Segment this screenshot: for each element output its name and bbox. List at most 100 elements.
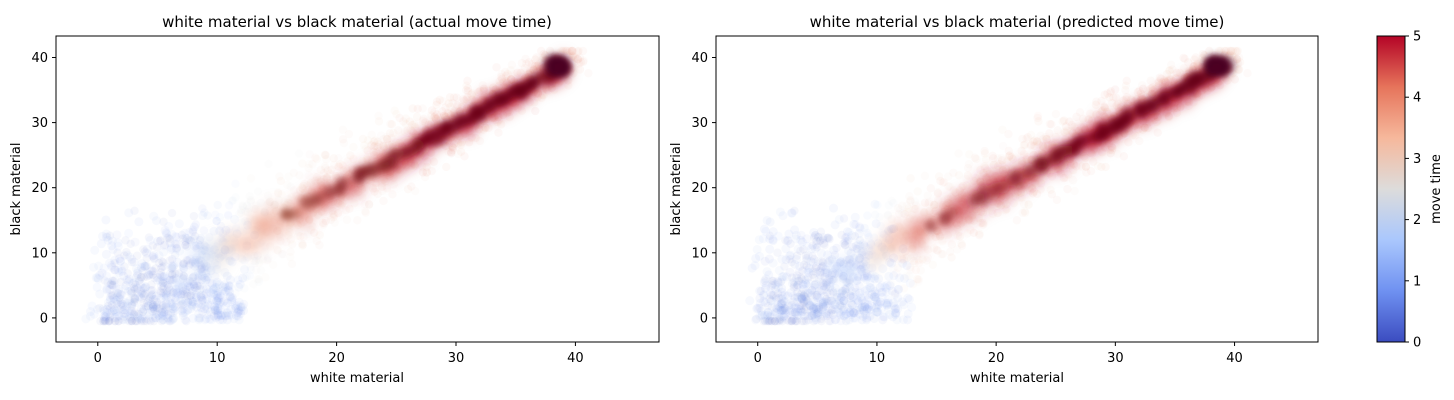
scatter-point — [216, 291, 225, 301]
scatter-point — [111, 316, 120, 326]
scatter-point — [862, 271, 872, 281]
scatter-point — [760, 315, 770, 325]
scatter-point — [175, 246, 185, 256]
scatter-point — [923, 253, 933, 263]
scatter-point — [158, 279, 168, 288]
scatter-point — [334, 161, 343, 171]
scatter-point — [172, 257, 182, 267]
scatter-point — [759, 289, 769, 299]
scatter-point — [845, 293, 855, 303]
scatter-point — [256, 266, 266, 275]
scatter-point — [162, 290, 172, 300]
scatter-point — [107, 241, 117, 251]
scatter-point — [156, 293, 166, 303]
scatter-point — [838, 286, 847, 296]
scatter-point — [212, 277, 222, 287]
scatter-point — [808, 252, 817, 261]
scatter-point — [861, 268, 871, 278]
scatter-point — [189, 299, 199, 309]
scatter-point — [210, 301, 220, 311]
scatter-point — [857, 267, 867, 276]
x-tick-label: 0 — [754, 351, 762, 366]
scatter-point — [382, 134, 392, 144]
scatter-point — [922, 256, 931, 265]
scatter-point — [862, 304, 872, 314]
scatter-point — [234, 282, 244, 292]
scatter-point — [1154, 77, 1163, 86]
scatter-point — [1061, 173, 1070, 182]
scatter-point — [914, 277, 923, 286]
scatter-point — [168, 304, 178, 314]
scatter-point — [787, 278, 797, 288]
scatter-point — [1063, 184, 1072, 194]
scatter-point — [178, 234, 187, 243]
scatter-point — [860, 286, 870, 296]
scatter-point — [775, 207, 785, 217]
scatter-point — [223, 210, 233, 219]
scatter-point — [234, 315, 244, 325]
scatter-point — [166, 244, 176, 254]
scatter-point — [223, 285, 233, 295]
scatter-point — [810, 315, 820, 325]
scatter-point — [764, 316, 773, 326]
scatter-point — [197, 292, 206, 302]
scatter-point — [158, 262, 167, 271]
scatter-point — [211, 272, 220, 281]
scatter-point — [575, 65, 585, 74]
scatter-point — [920, 171, 930, 181]
scatter-point — [135, 314, 145, 324]
scatter-point — [914, 258, 924, 268]
scatter-point — [234, 307, 244, 317]
scatter-point — [778, 306, 788, 315]
scatter-point — [219, 296, 229, 306]
scatter-point — [812, 309, 821, 319]
scatter-point — [1076, 133, 1089, 146]
scatter-point — [776, 277, 786, 287]
scatter-point — [122, 247, 131, 257]
scatter-point — [876, 221, 885, 231]
scatter-cloud-actual — [81, 46, 593, 326]
scatter-point — [302, 181, 312, 190]
scatter-point — [825, 304, 835, 314]
scatter-point — [211, 291, 221, 301]
scatter-point — [988, 151, 997, 161]
scatter-point — [319, 169, 329, 178]
scatter-point — [363, 146, 372, 155]
scatter-point — [343, 157, 352, 166]
scatter-point — [233, 311, 243, 321]
scatter-point — [785, 306, 795, 316]
scatter-point — [211, 313, 221, 323]
scatter-point — [162, 229, 172, 239]
scatter-point — [778, 305, 788, 315]
scatter-point — [1030, 136, 1040, 145]
scatter-point — [850, 212, 860, 222]
scatter-point — [229, 314, 239, 324]
scatter-point — [116, 290, 126, 300]
scatter-point — [1032, 189, 1042, 199]
scatter-point — [516, 68, 525, 78]
scatter-point — [130, 237, 140, 247]
scatter-point — [205, 314, 215, 324]
scatter-point — [287, 259, 297, 269]
scatter-point — [158, 307, 168, 317]
scatter-point — [338, 161, 347, 170]
scatter-point — [752, 314, 761, 324]
scatter-point — [199, 226, 209, 235]
scatter-point — [796, 290, 806, 300]
scatter-point — [820, 297, 830, 307]
scatter-point — [774, 293, 784, 303]
scatter-point — [904, 294, 914, 304]
scatter-point — [1036, 131, 1045, 140]
scatter-point — [419, 131, 432, 144]
scatter-point — [872, 299, 882, 309]
scatter-point — [369, 142, 379, 151]
scatter-point — [158, 284, 167, 293]
scatter-point — [115, 289, 125, 299]
scatter-point — [774, 315, 784, 325]
scatter-point — [206, 307, 216, 317]
scatter-point — [869, 292, 879, 302]
scatter-point — [860, 302, 870, 312]
scatter-point — [212, 282, 222, 292]
scatter-point — [871, 272, 880, 281]
